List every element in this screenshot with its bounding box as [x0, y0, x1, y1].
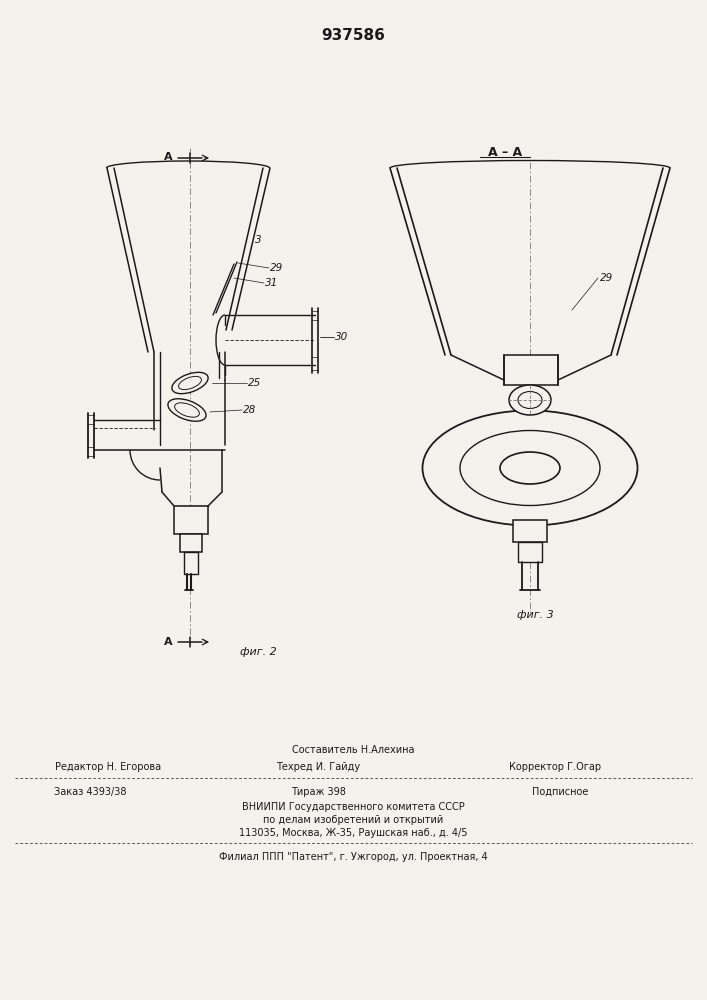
Text: Корректор Г.Огар: Корректор Г.Огар [509, 762, 601, 772]
Text: Подписное: Подписное [532, 787, 588, 797]
Ellipse shape [168, 399, 206, 421]
Ellipse shape [172, 372, 208, 394]
Text: ВНИИПИ Государственного комитета СССР: ВНИИПИ Государственного комитета СССР [242, 802, 464, 812]
Ellipse shape [460, 430, 600, 506]
Text: 30: 30 [335, 332, 349, 342]
Text: A – A: A – A [488, 145, 522, 158]
Ellipse shape [179, 376, 201, 390]
Text: фиг. 2: фиг. 2 [240, 647, 276, 657]
Text: Филиал ППП "Патент", г. Ужгород, ул. Проектная, 4: Филиал ППП "Патент", г. Ужгород, ул. Про… [218, 852, 487, 862]
Text: Редактор Н. Егорова: Редактор Н. Егорова [55, 762, 161, 772]
Text: 31: 31 [265, 278, 279, 288]
Ellipse shape [500, 452, 560, 484]
Bar [513, 520, 547, 542]
Ellipse shape [518, 391, 542, 408]
Ellipse shape [175, 403, 199, 417]
Bar [174, 506, 208, 534]
Bar [180, 534, 202, 552]
Text: A: A [164, 152, 173, 162]
Text: Заказ 4393/38: Заказ 4393/38 [54, 787, 127, 797]
Text: Составитель Н.Алехина: Составитель Н.Алехина [292, 745, 414, 755]
Bar [518, 542, 542, 562]
Text: 29: 29 [270, 263, 284, 273]
Text: фиг. 3: фиг. 3 [517, 610, 554, 620]
Ellipse shape [509, 385, 551, 415]
Text: Тираж 398: Тираж 398 [291, 787, 346, 797]
Text: 113035, Москва, Ж-35, Раушская наб., д. 4/5: 113035, Москва, Ж-35, Раушская наб., д. … [239, 828, 467, 838]
Text: 3: 3 [255, 235, 262, 245]
Text: 25: 25 [248, 378, 262, 388]
Text: по делам изобретений и открытий: по делам изобретений и открытий [263, 815, 443, 825]
Ellipse shape [423, 410, 638, 526]
Bar [184, 552, 198, 574]
Text: A: A [164, 637, 173, 647]
Text: 937586: 937586 [321, 27, 385, 42]
Text: Техред И. Гайду: Техред И. Гайду [276, 762, 360, 772]
Text: 29: 29 [600, 273, 613, 283]
Bar [504, 355, 558, 385]
Text: 28: 28 [243, 405, 256, 415]
